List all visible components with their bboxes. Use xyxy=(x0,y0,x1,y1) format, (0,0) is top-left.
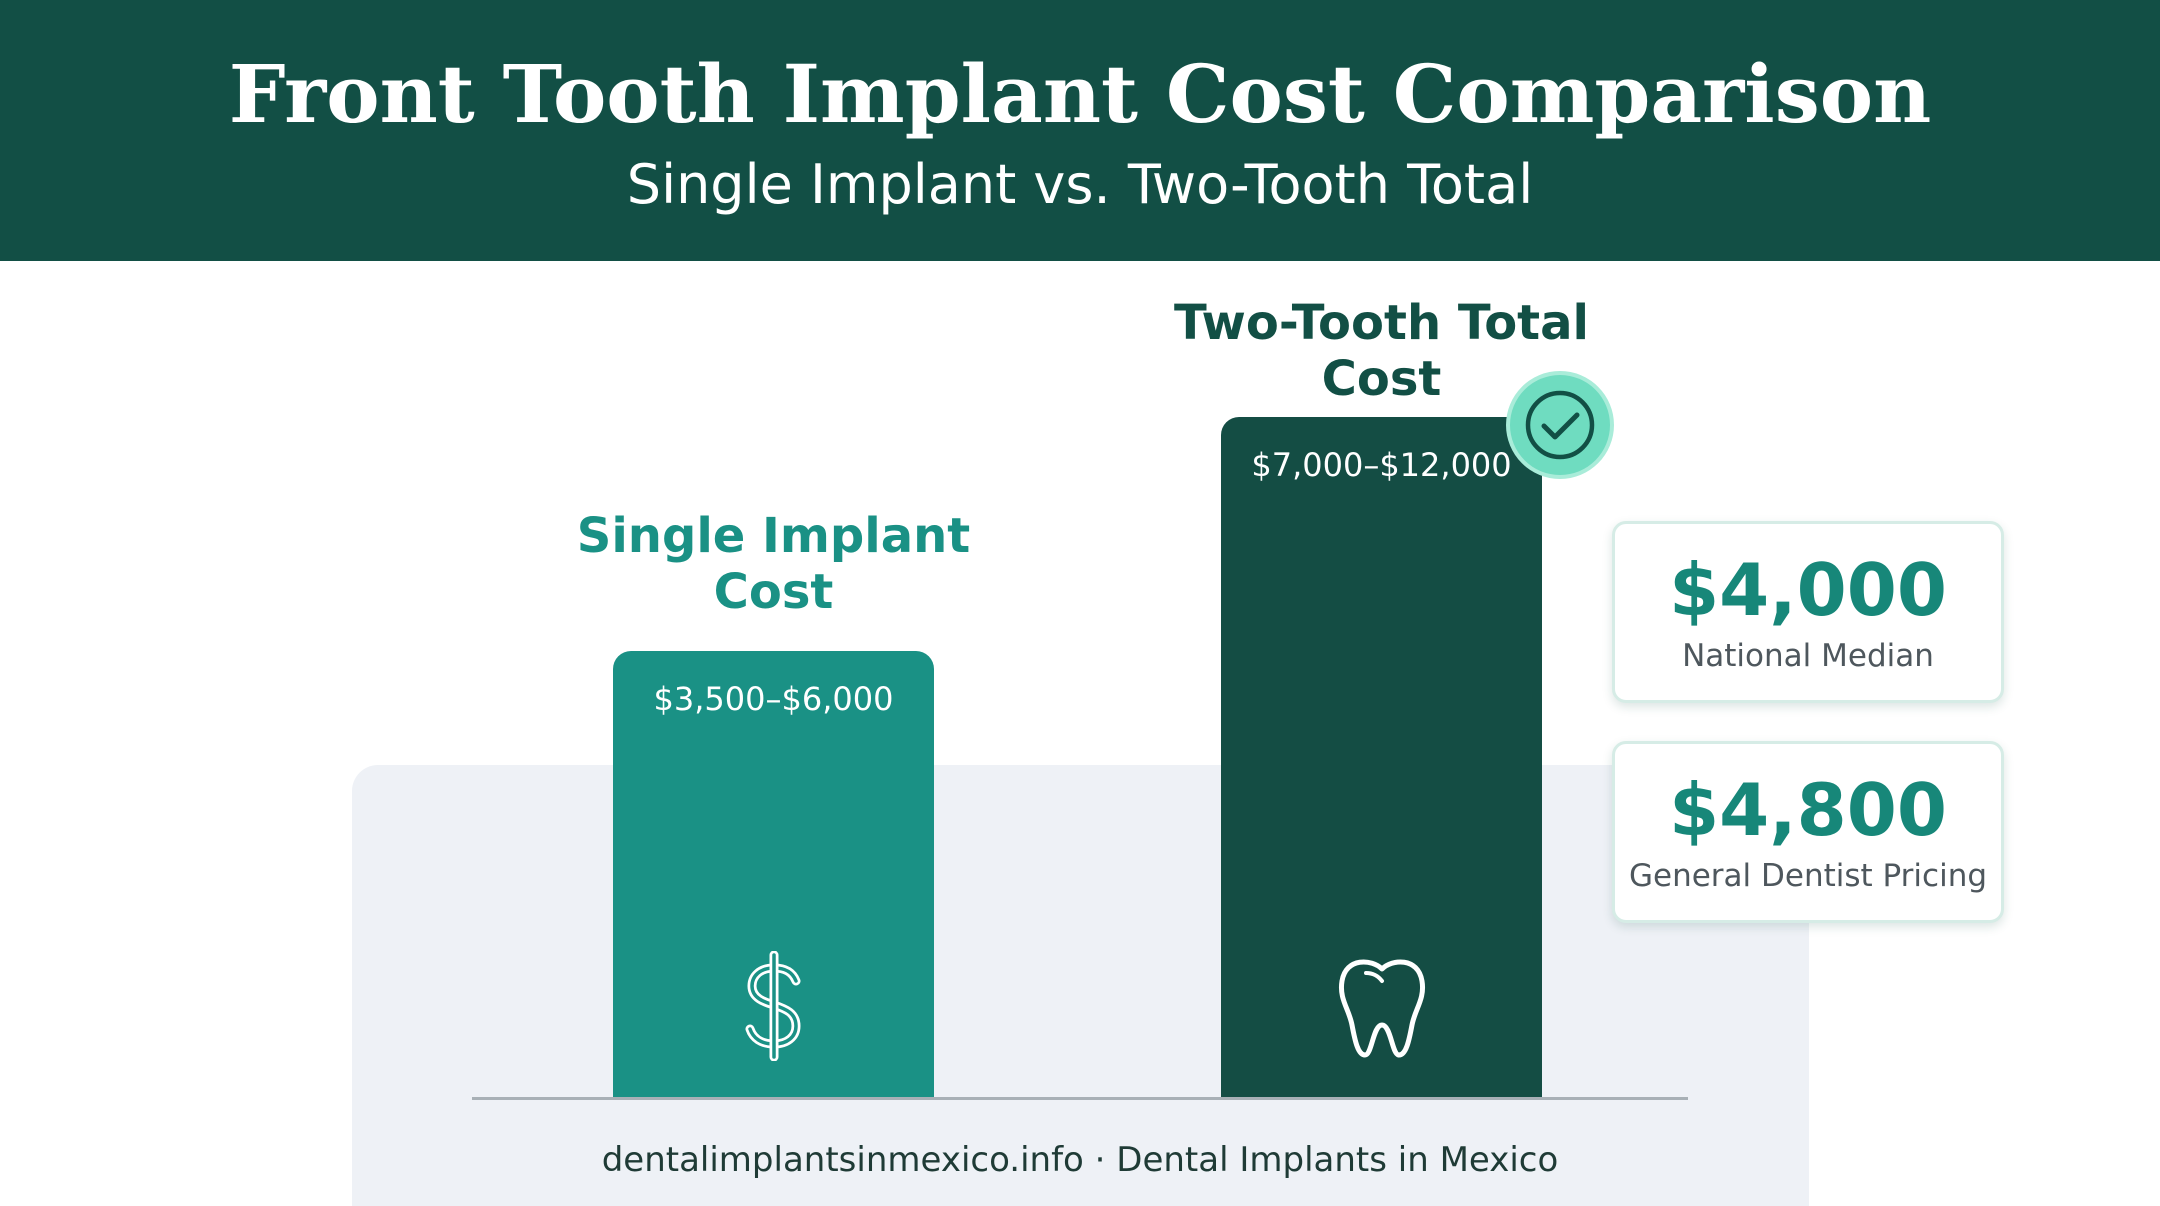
stat-label: General Dentist Pricing xyxy=(1628,858,1988,894)
chart-baseline xyxy=(472,1097,1688,1100)
bar-two-tooth: $7,000–$12,000 xyxy=(1221,417,1542,1098)
bar-value-label-single: $3,500–$6,000 xyxy=(653,680,894,718)
stat-card-general-dentist: $4,800 General Dentist Pricing xyxy=(1612,741,2004,923)
bar-single-implant: $3,500–$6,000 xyxy=(613,651,934,1098)
stat-value: $4,000 xyxy=(1669,548,1947,632)
stat-card-national-median: $4,000 National Median xyxy=(1612,521,2004,703)
page-title: Front Tooth Implant Cost Comparison xyxy=(228,47,1932,141)
stat-value: $4,800 xyxy=(1669,768,1947,852)
chart-background-panel xyxy=(352,765,1809,1206)
stat-label: National Median xyxy=(1682,638,1934,674)
category-label-single-implant: Single Implant Cost xyxy=(576,508,971,620)
category-label-two-tooth: Two-Tooth Total Cost xyxy=(1174,295,1589,407)
header-banner: Front Tooth Implant Cost Comparison Sing… xyxy=(0,0,2160,261)
tooth-icon xyxy=(1332,951,1432,1065)
dollar-icon xyxy=(734,950,814,1065)
footer-source: dentalimplantsinmexico.info · Dental Imp… xyxy=(601,1140,1559,1180)
bar-value-label-two-tooth: $7,000–$12,000 xyxy=(1251,446,1512,484)
checkmark-icon xyxy=(1510,375,1610,475)
page-subtitle: Single Implant vs. Two-Tooth Total xyxy=(626,153,1534,216)
